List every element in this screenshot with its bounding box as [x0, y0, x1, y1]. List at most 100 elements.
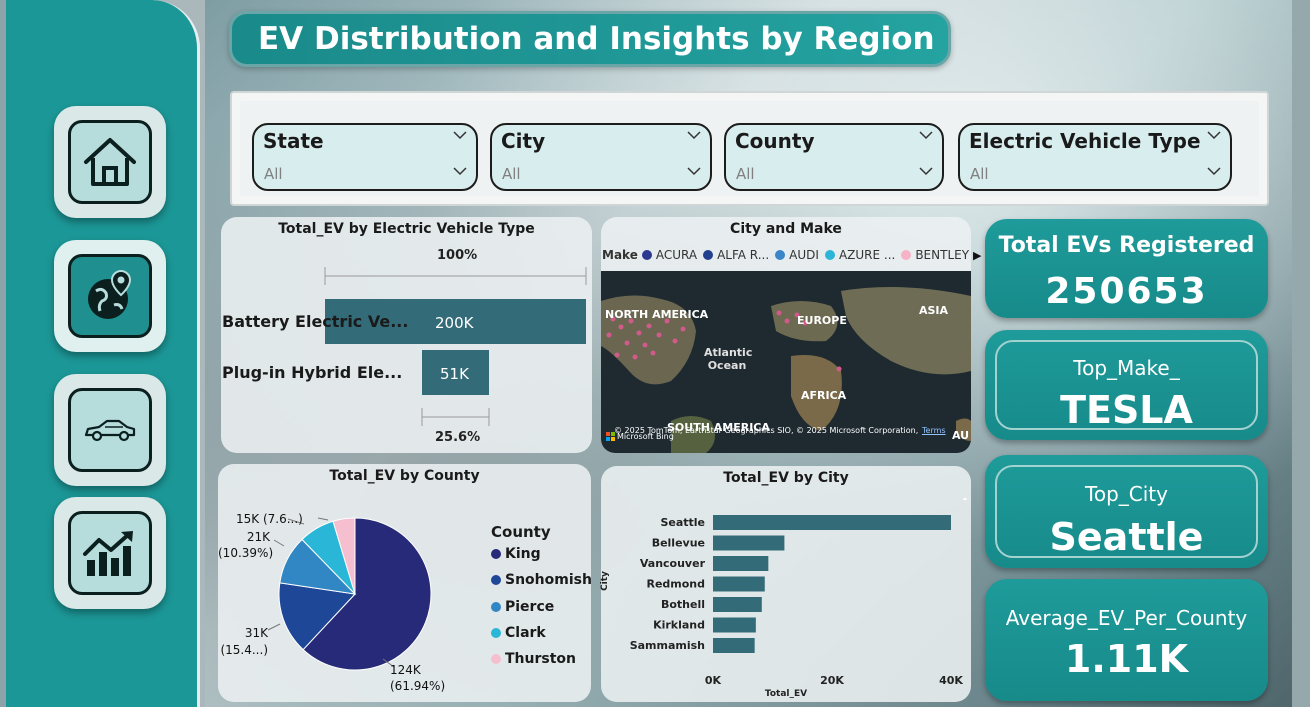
chevron-down-icon[interactable] — [686, 163, 702, 179]
nav-region-button[interactable] — [54, 240, 166, 352]
kpi-value: Seattle — [1049, 515, 1204, 559]
ev-type-slicer[interactable]: Electric Vehicle Type All — [958, 123, 1232, 191]
map-label: Atlantic Ocean — [704, 346, 753, 372]
map-terms-link[interactable]: Terms — [922, 426, 946, 435]
chevron-down-icon[interactable] — [1206, 127, 1222, 143]
category-label: Bothell — [661, 598, 705, 611]
bing-logo: Microsoft Bing — [606, 432, 674, 441]
nav-home-button[interactable] — [54, 106, 166, 218]
pie-percent: (10.39%) — [218, 546, 274, 560]
chevron-down-icon[interactable] — [1206, 163, 1222, 179]
sidebar — [6, 0, 200, 707]
tick-label: 0K — [705, 674, 722, 687]
kpi-top-city: Top_City Seattle — [985, 455, 1268, 568]
chevron-down-icon[interactable] — [452, 163, 468, 179]
bing-text: Microsoft Bing — [617, 432, 674, 441]
legend-item-snohomish[interactable]: Snohomish — [491, 572, 592, 588]
kpi-label: Total EVs Registered — [998, 233, 1255, 258]
bar-bothell[interactable] — [713, 597, 762, 612]
map-attribution: © 2025 TomTom, Earthstar Geographics SIO… — [614, 426, 918, 435]
slicer-value: All — [502, 165, 521, 183]
bar-battery-electric[interactable] — [325, 299, 586, 344]
category-label: Redmond — [646, 578, 705, 591]
world-map — [601, 287, 971, 453]
globe-location-icon — [88, 269, 132, 319]
page-edge-right — [1292, 0, 1310, 707]
bar-vancouver[interactable] — [713, 556, 769, 571]
x-axis-label: Total_EV — [764, 689, 808, 699]
slicer-label: Electric Vehicle Type — [969, 129, 1201, 153]
nav-insights-button[interactable] — [54, 497, 166, 609]
city-slicer[interactable]: City All — [490, 123, 712, 191]
legend-dot — [901, 250, 912, 260]
bar-label: Battery Electric Ve... — [222, 312, 409, 331]
legend-label: Thurston — [505, 651, 576, 667]
pie-slice-king[interactable] — [302, 517, 432, 671]
ev-type-bars — [324, 267, 587, 426]
legend-item-king[interactable]: King — [491, 546, 541, 562]
map-label: SOUTH AMERICA — [667, 421, 770, 434]
slicer-label: State — [263, 129, 324, 153]
pie-label-king: 124K (61.94%) — [390, 662, 445, 694]
slicer-label: County — [735, 129, 815, 153]
legend-dot — [491, 628, 501, 638]
map-label: AFRICA — [801, 389, 847, 402]
category-label: Bellevue — [652, 537, 705, 550]
bottom-percent-label: 25.6% — [435, 430, 481, 445]
pie-label-clark: 15K (7.6...) — [236, 512, 303, 526]
pie-value: 21K — [246, 530, 270, 544]
chevron-down-icon[interactable] — [686, 127, 702, 143]
kpi-label: Average_EV_Per_County — [1005, 606, 1248, 630]
map[interactable] — [601, 271, 971, 453]
bar-plug-in-hybrid[interactable] — [422, 350, 489, 395]
filter-bar: State All City All County All Electric V… — [230, 91, 1269, 206]
county-pie-card: Total_EV by County 124K (61.94%) 31K (15… — [218, 464, 591, 702]
pie-value: 124K — [390, 663, 421, 677]
nav-vehicle-button[interactable] — [54, 374, 166, 486]
chevron-down-icon[interactable] — [452, 127, 468, 143]
pie-slice-thurston[interactable] — [332, 517, 356, 595]
bar-bellevue[interactable] — [713, 535, 785, 551]
bar-label: Plug-in Hybrid Ele... — [222, 363, 403, 382]
chart-title: Total_EV by Electric Vehicle Type — [278, 221, 535, 237]
kpi-total-evs: Total EVs Registered 250653 — [985, 219, 1268, 318]
pie-percent: (15.4...) — [220, 643, 268, 657]
kpi-value: 1.11K — [1064, 637, 1189, 681]
map-label: EUROPE — [797, 314, 847, 327]
state-slicer[interactable]: State All — [252, 123, 478, 191]
legend-label: Snohomish — [505, 572, 592, 588]
legend-next-icon[interactable]: ▶ — [973, 248, 982, 262]
legend-entry: AZURE ... — [838, 248, 896, 262]
category-label: Vancouver — [640, 557, 706, 570]
county-slicer[interactable]: County All — [724, 123, 944, 191]
chart-title: City and Make — [730, 221, 842, 237]
legend-item-pierce[interactable]: Pierce — [491, 599, 554, 615]
legend-title: Make — [602, 248, 638, 262]
kpi-top-make: Top_Make_ TESLA — [985, 330, 1268, 440]
bar-redmond[interactable] — [713, 576, 765, 592]
chart-trend-icon — [83, 531, 133, 576]
chevron-down-icon[interactable] — [918, 127, 934, 143]
legend-dot — [641, 250, 652, 260]
kpi-label: Top_City — [1085, 482, 1168, 506]
pie-slice-snohomish[interactable] — [278, 582, 357, 651]
legend-dot — [491, 602, 501, 612]
legend-item-thurston[interactable]: Thurston — [491, 651, 576, 667]
kpi-frame — [995, 340, 1258, 430]
microsoft-logo-icon — [606, 432, 615, 441]
bar-seattle[interactable] — [713, 515, 951, 530]
kpi-label: Top_Make_ — [1073, 356, 1180, 380]
legend-label: Clark — [505, 625, 546, 641]
tick-label: 40K — [939, 674, 963, 687]
pie-label-snohomish: 31K (15.4...) — [218, 625, 268, 659]
bar-kirkland[interactable] — [713, 617, 756, 633]
legend-entry: ACURA — [655, 248, 698, 262]
chevron-down-icon[interactable] — [918, 163, 934, 179]
legend-dot — [491, 575, 501, 585]
legend-dot — [775, 250, 786, 260]
home-icon — [84, 138, 136, 186]
bar-sammamish[interactable] — [713, 638, 755, 653]
legend-dot — [491, 549, 501, 559]
legend-item-clark[interactable]: Clark — [491, 625, 546, 641]
legend-entry: ALFA R... — [717, 248, 770, 262]
